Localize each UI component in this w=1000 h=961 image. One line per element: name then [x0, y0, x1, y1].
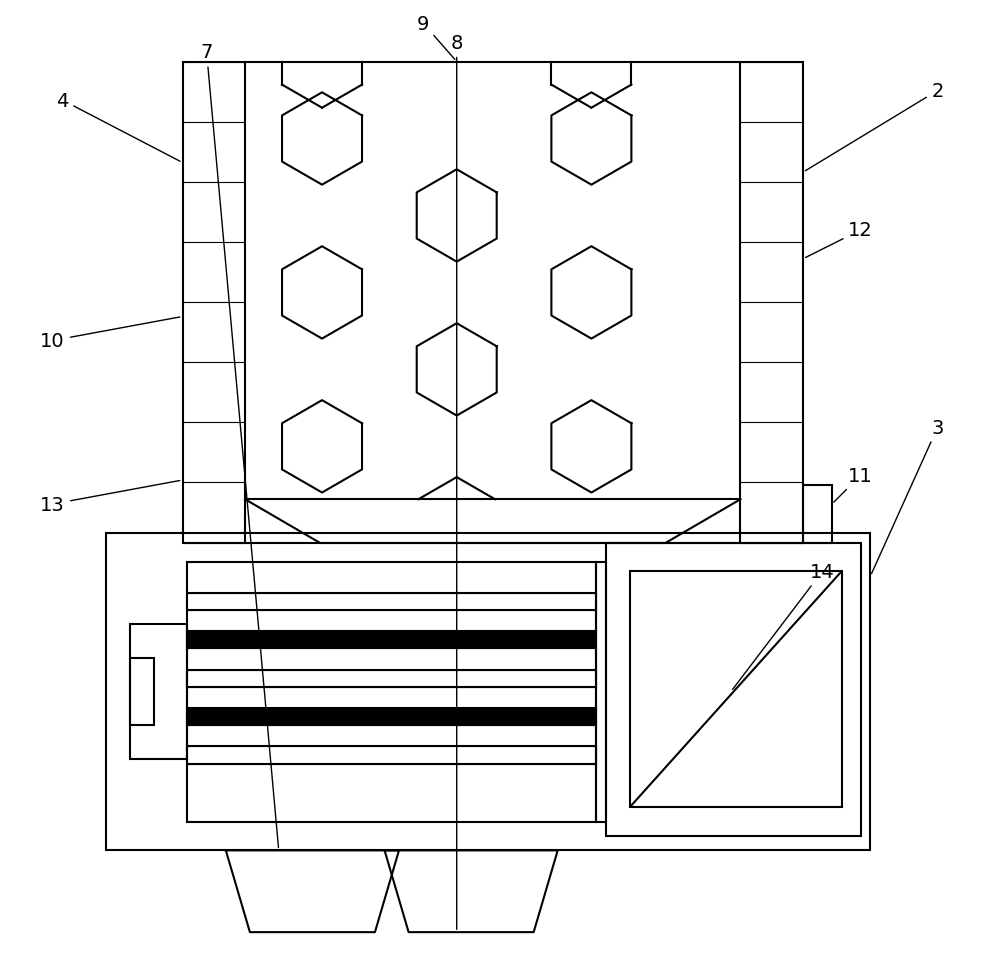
Bar — [803, 485, 832, 543]
Text: 10: 10 — [40, 318, 180, 351]
Bar — [183, 62, 803, 543]
Text: 9: 9 — [417, 14, 455, 61]
Text: 13: 13 — [40, 481, 180, 514]
Bar — [187, 593, 596, 610]
Text: 7: 7 — [200, 43, 278, 848]
Bar — [187, 708, 596, 726]
Text: 8: 8 — [451, 34, 463, 929]
Bar — [596, 562, 606, 822]
Bar — [130, 625, 187, 759]
Bar — [187, 562, 596, 822]
Text: 12: 12 — [806, 221, 873, 259]
Bar — [606, 543, 861, 836]
Text: 2: 2 — [805, 82, 944, 172]
Bar — [106, 533, 870, 850]
Text: 3: 3 — [872, 418, 944, 574]
Bar — [130, 658, 154, 726]
Text: 4: 4 — [56, 91, 180, 162]
Bar — [187, 670, 596, 687]
Bar — [630, 572, 842, 807]
Bar — [187, 631, 596, 649]
Text: 11: 11 — [834, 466, 873, 503]
Text: 14: 14 — [733, 562, 835, 690]
Bar — [187, 747, 596, 764]
